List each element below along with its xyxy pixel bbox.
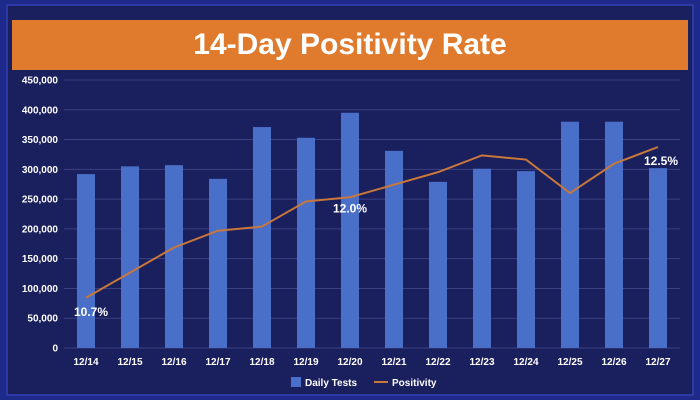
- data-label: 12.0%: [333, 201, 367, 215]
- bar: [165, 165, 183, 348]
- x-tick-label: 12/19: [293, 357, 318, 368]
- x-tick-label: 12/20: [337, 357, 362, 368]
- data-label: 12.5%: [644, 154, 678, 168]
- bar: [561, 121, 579, 348]
- x-tick-label: 12/26: [601, 357, 626, 368]
- bar: [605, 121, 623, 348]
- y-tick-label: 150,000: [22, 254, 59, 265]
- bar: [517, 171, 535, 348]
- bar: [649, 168, 667, 348]
- y-tick-label: 50,000: [27, 314, 58, 325]
- bar: [341, 112, 359, 348]
- x-tick-label: 12/27: [645, 357, 670, 368]
- bar: [473, 168, 491, 348]
- bar: [209, 178, 227, 348]
- y-tick-label: 200,000: [22, 224, 59, 235]
- x-tick-label: 12/16: [161, 357, 186, 368]
- chart-title: 14-Day Positivity Rate: [193, 28, 507, 61]
- chart-title-bar: 14-Day Positivity Rate: [12, 20, 688, 70]
- legend-label-daily-tests: Daily Tests: [305, 378, 357, 389]
- bar: [385, 150, 403, 348]
- data-label: 10.7%: [74, 305, 108, 319]
- bar: [253, 127, 271, 348]
- y-tick-label: 0: [52, 344, 58, 355]
- y-tick-label: 100,000: [22, 284, 59, 295]
- y-tick-label: 250,000: [22, 195, 59, 206]
- x-tick-label: 12/24: [513, 357, 538, 368]
- bar: [121, 166, 139, 348]
- y-tick-label: 300,000: [22, 165, 59, 176]
- bar: [297, 137, 315, 348]
- y-tick-label: 400,000: [22, 105, 59, 116]
- legend-swatch-daily-tests: [291, 377, 301, 387]
- x-tick-label: 12/21: [381, 357, 406, 368]
- x-tick-label: 12/23: [469, 357, 494, 368]
- x-tick-label: 12/14: [73, 357, 98, 368]
- bar: [429, 181, 447, 348]
- bar: [77, 174, 95, 348]
- y-tick-label: 450,000: [22, 76, 59, 87]
- positivity-line: [85, 146, 659, 299]
- x-tick-label: 12/25: [557, 357, 582, 368]
- x-tick-label: 12/15: [117, 357, 142, 368]
- x-tick-label: 12/18: [249, 357, 274, 368]
- x-tick-label: 12/17: [205, 357, 230, 368]
- y-tick-label: 350,000: [22, 135, 59, 146]
- legend-label-positivity: Positivity: [392, 378, 437, 389]
- x-tick-label: 12/22: [425, 357, 450, 368]
